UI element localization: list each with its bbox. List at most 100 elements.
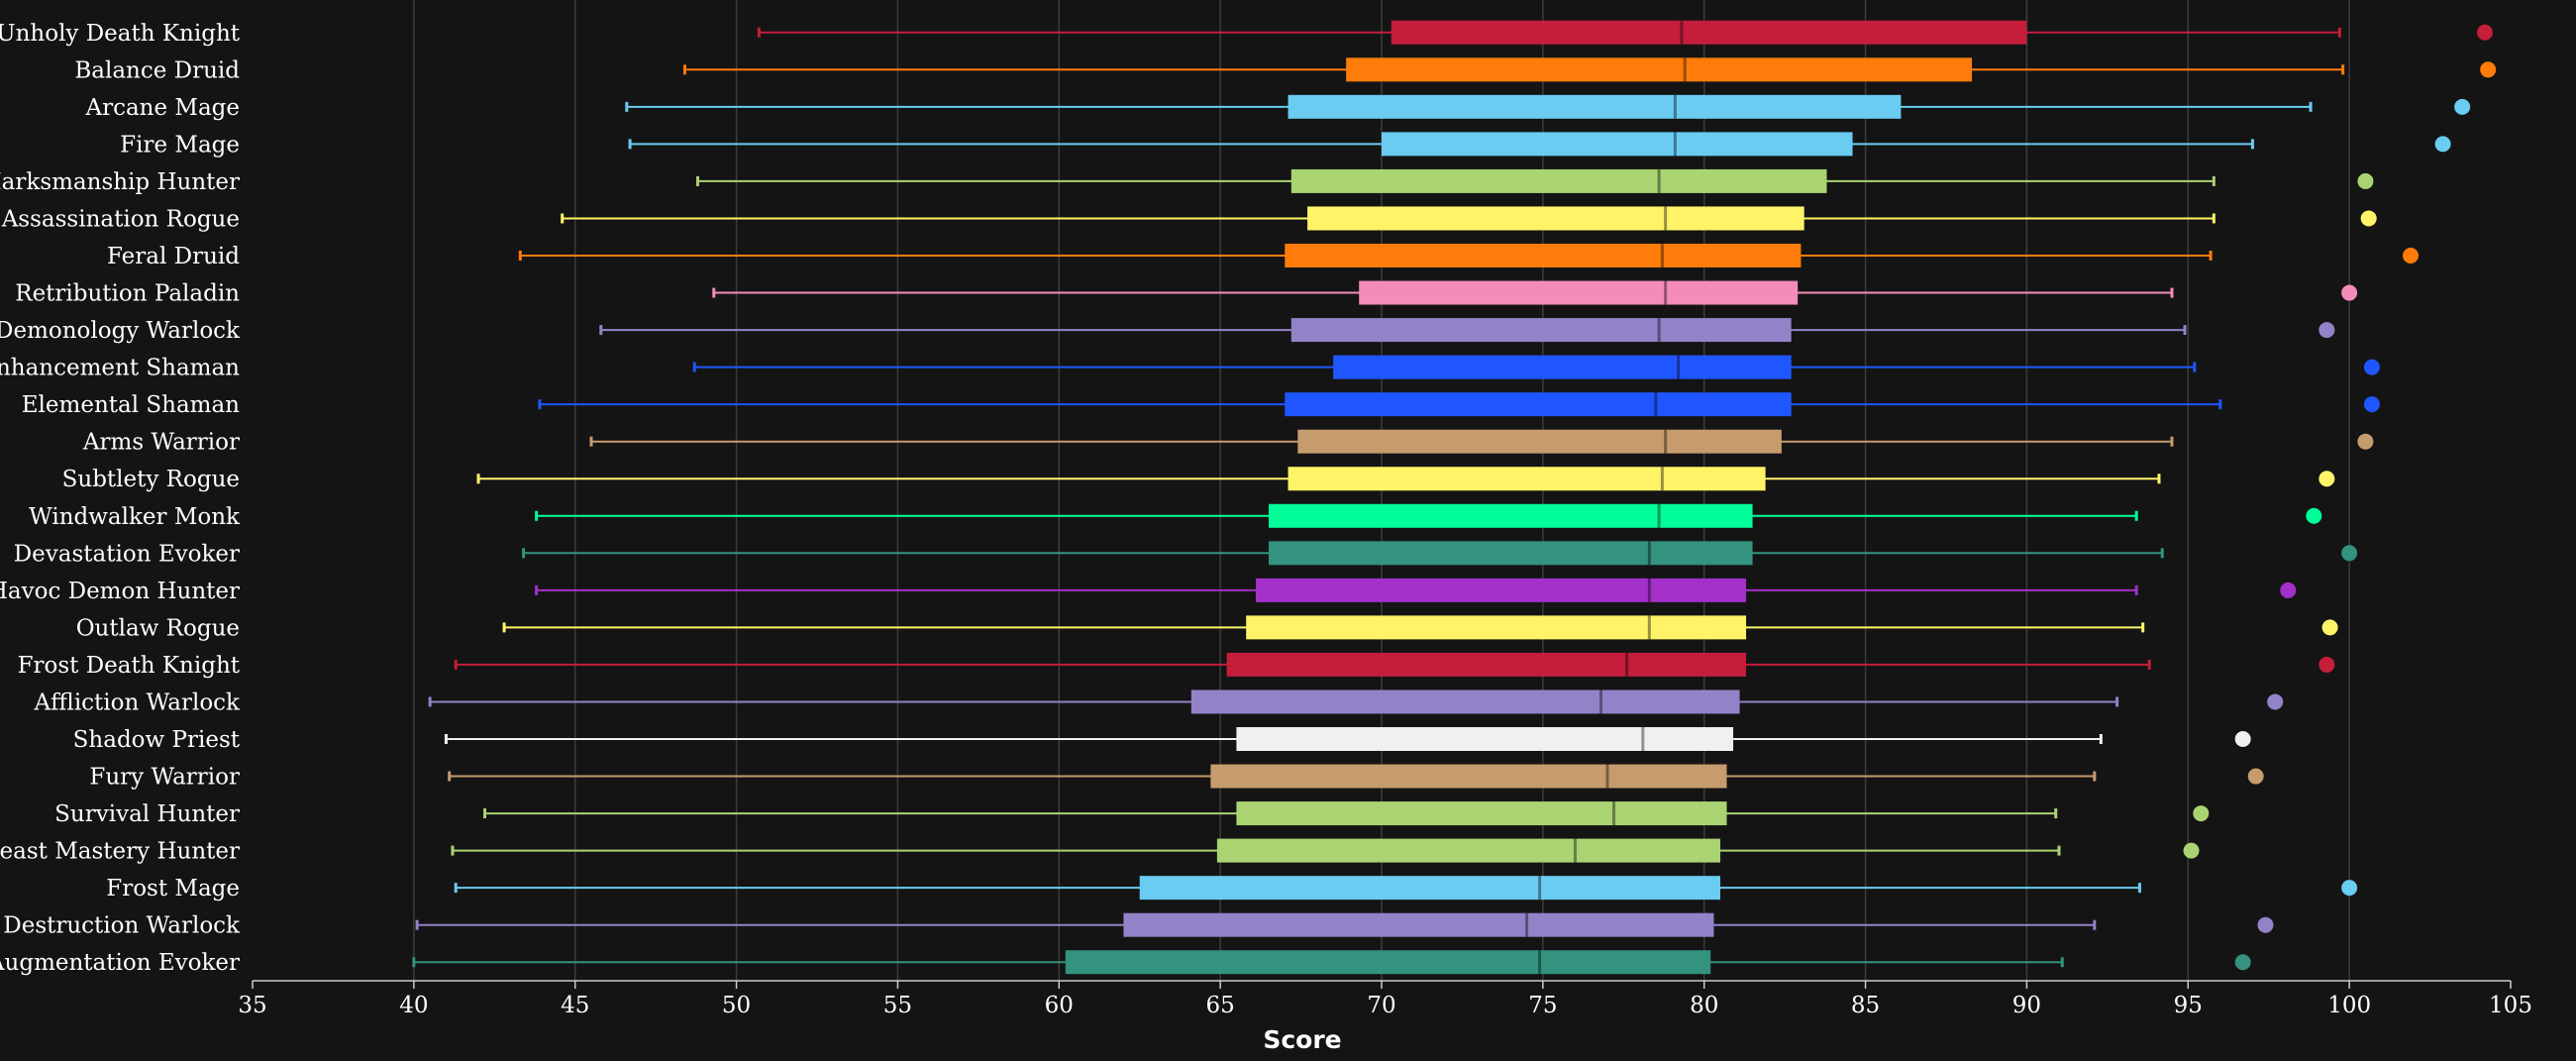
category-label: Destruction Warlock xyxy=(3,913,241,939)
category-label: Frost Mage xyxy=(106,876,240,902)
box-rect xyxy=(1065,950,1711,975)
box-series xyxy=(561,206,2377,231)
box-rect xyxy=(1269,541,1753,566)
box-rect xyxy=(1190,690,1740,714)
box-series xyxy=(522,541,2358,566)
outlier-point xyxy=(2360,210,2377,227)
box-rect xyxy=(1216,838,1720,863)
box-rect xyxy=(1226,652,1747,677)
category-label: Survival Hunter xyxy=(54,801,240,827)
x-tick-label: 95 xyxy=(2174,993,2203,1018)
outlier-point xyxy=(2480,61,2497,78)
outlier-point xyxy=(2183,842,2200,859)
outlier-point xyxy=(2234,954,2251,971)
outlier-point xyxy=(2318,322,2335,339)
outlier-point xyxy=(2454,98,2471,115)
box-rect xyxy=(1139,876,1720,901)
outlier-point xyxy=(2363,396,2380,413)
box-rect xyxy=(1210,764,1727,789)
box-series xyxy=(444,727,2251,751)
box-series xyxy=(454,876,2358,901)
x-tick-label: 90 xyxy=(2012,993,2041,1018)
category-label: Feral Druid xyxy=(107,244,240,269)
outlier-point xyxy=(2280,582,2297,598)
outlier-point xyxy=(2363,359,2380,375)
x-tick-label: 80 xyxy=(1690,993,1718,1018)
category-label: Retribution Paladin xyxy=(15,281,240,307)
box-rect xyxy=(1123,912,1714,937)
grid-layer xyxy=(413,0,2350,981)
box-series xyxy=(692,355,2380,379)
outlier-point xyxy=(2476,24,2493,41)
category-label: Elemental Shaman xyxy=(22,392,240,418)
category-label: Augmentation Evoker xyxy=(0,950,240,976)
category-label: Fire Mage xyxy=(120,132,240,158)
x-tick-label: 35 xyxy=(238,993,266,1018)
x-tick-label: 55 xyxy=(883,993,912,1018)
box-rect xyxy=(1236,727,1734,751)
category-label: Havoc Demon Hunter xyxy=(0,579,240,604)
box-series xyxy=(535,503,2322,528)
box-rect xyxy=(1391,20,2027,45)
box-series xyxy=(589,429,2374,454)
box-series xyxy=(682,57,2497,82)
box-series xyxy=(757,20,2493,45)
box-rect xyxy=(1255,578,1747,602)
category-label: Arms Warrior xyxy=(82,430,240,456)
box-series xyxy=(448,764,2264,789)
box-series xyxy=(625,94,2471,119)
category-label: Arcane Mage xyxy=(84,95,240,121)
category-label: Demonology Warlock xyxy=(0,318,241,344)
outlier-point xyxy=(2341,545,2358,562)
outlier-point xyxy=(2267,693,2284,710)
box-series xyxy=(518,244,2420,267)
box-rect xyxy=(1359,280,1799,305)
x-tick-label: 70 xyxy=(1367,993,1395,1018)
x-tick-label: 40 xyxy=(399,993,428,1018)
box-series xyxy=(415,912,2274,937)
x-tick-label: 105 xyxy=(2489,993,2532,1018)
box-series xyxy=(428,690,2284,714)
outlier-point xyxy=(2257,916,2274,933)
outlier-point xyxy=(2318,656,2335,673)
box-rect xyxy=(1288,467,1766,491)
outlier-point xyxy=(2234,731,2251,747)
outlier-point xyxy=(2318,471,2335,487)
x-tick-label: 75 xyxy=(1528,993,1557,1018)
box-rect xyxy=(1269,503,1753,528)
category-label: Subtlety Rogue xyxy=(62,467,240,492)
box-rect xyxy=(1297,429,1782,454)
box-rect xyxy=(1285,244,1802,267)
category-label: Assassination Rogue xyxy=(1,206,240,232)
outlier-point xyxy=(2341,284,2358,301)
x-tick-label: 100 xyxy=(2327,993,2371,1018)
category-label: Windwalker Monk xyxy=(29,504,241,530)
outlier-point xyxy=(2321,619,2338,636)
x-tick-label: 85 xyxy=(1851,993,1880,1018)
box-rect xyxy=(1288,94,1902,119)
box-series xyxy=(599,318,2335,343)
box-rect xyxy=(1285,392,1792,417)
box-rect xyxy=(1236,801,1727,826)
category-label: Affliction Warlock xyxy=(34,690,242,715)
box-rect xyxy=(1307,206,1804,231)
box-rect xyxy=(1333,355,1792,379)
x-axis-title: Score xyxy=(1263,1025,1341,1054)
category-label: Unholy Death Knight xyxy=(0,21,241,47)
category-label: Shadow Priest xyxy=(73,727,241,753)
category-label: Fury Warrior xyxy=(89,765,240,791)
box-layer xyxy=(412,20,2497,975)
box-series xyxy=(628,132,2451,157)
box-series xyxy=(538,392,2380,417)
category-label: Marksmanship Hunter xyxy=(0,169,240,195)
x-tick-layer: 35 40 45 50 55 60 65 70 75 80 85 90 95 100 105 xyxy=(238,980,2532,1018)
x-tick-label: 60 xyxy=(1045,993,1074,1018)
box-rect xyxy=(1290,168,1827,193)
box-series xyxy=(695,168,2374,193)
category-label: Outlaw Rogue xyxy=(76,615,240,641)
box-series xyxy=(454,652,2335,677)
box-series xyxy=(451,838,2200,863)
category-label-layer: Unholy Death Knight Balance Druid Arcane M… xyxy=(0,21,241,976)
